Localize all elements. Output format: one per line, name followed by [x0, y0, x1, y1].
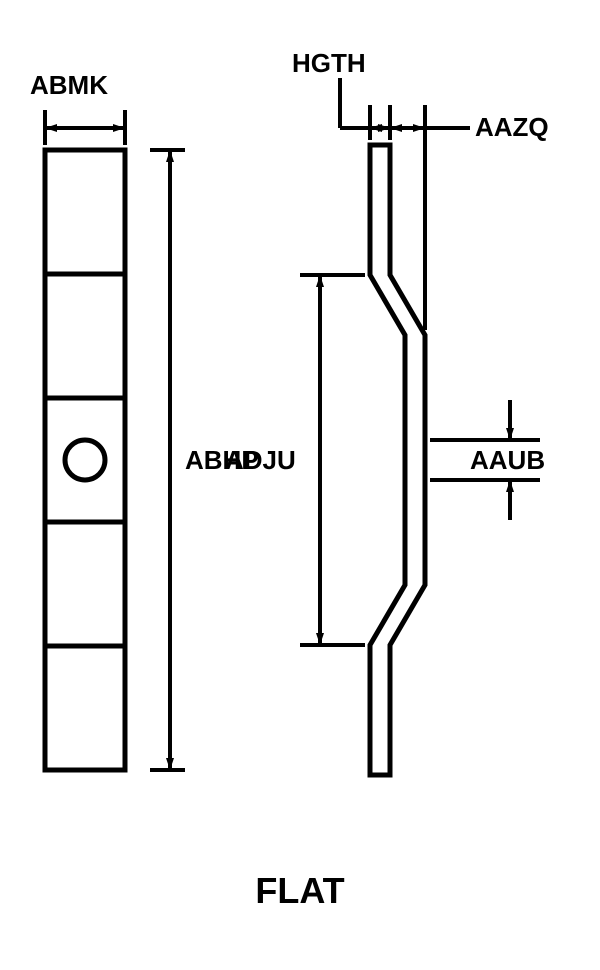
diagram-svg: [0, 0, 600, 970]
title-label: FLAT: [0, 870, 600, 912]
hgth-dimension: [340, 78, 390, 140]
side-view: [370, 145, 425, 775]
front-view: [45, 150, 125, 770]
adju-label: ADJU: [225, 445, 296, 476]
aaub-label: AAUB: [470, 445, 545, 476]
diagram-canvas: ABMK ABHP HGTH AAZQ ADJU AAUB FLAT: [0, 0, 600, 970]
aazq-label: AAZQ: [475, 112, 549, 143]
abhp-dimension: [150, 150, 185, 770]
abmk-label: ABMK: [30, 70, 108, 101]
hgth-label: HGTH: [292, 48, 366, 79]
hole-circle: [65, 440, 105, 480]
adju-dimension: [300, 275, 365, 645]
abmk-dimension: [45, 110, 125, 145]
